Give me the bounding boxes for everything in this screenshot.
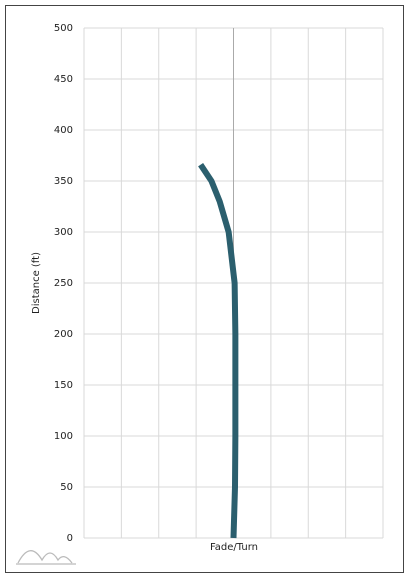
y-tick-label: 400	[54, 125, 73, 136]
y-axis-title: Distance (ft)	[31, 252, 42, 314]
logo	[16, 550, 76, 565]
y-tick-label: 500	[54, 23, 73, 34]
y-tick-label: 350	[54, 176, 73, 187]
y-tick-label: 150	[54, 380, 73, 391]
y-tick-label: 0	[67, 533, 73, 544]
y-tick-label: 300	[54, 227, 73, 238]
y-tick-label: 200	[54, 329, 73, 340]
frame	[5, 5, 404, 573]
flight-path	[198, 163, 239, 539]
y-tick-label: 250	[54, 278, 73, 289]
y-tick-label: 100	[54, 431, 73, 442]
x-axis-title: Fade/Turn	[210, 542, 258, 553]
y-tick-label: 50	[60, 482, 73, 493]
y-tick-label: 450	[54, 74, 73, 85]
